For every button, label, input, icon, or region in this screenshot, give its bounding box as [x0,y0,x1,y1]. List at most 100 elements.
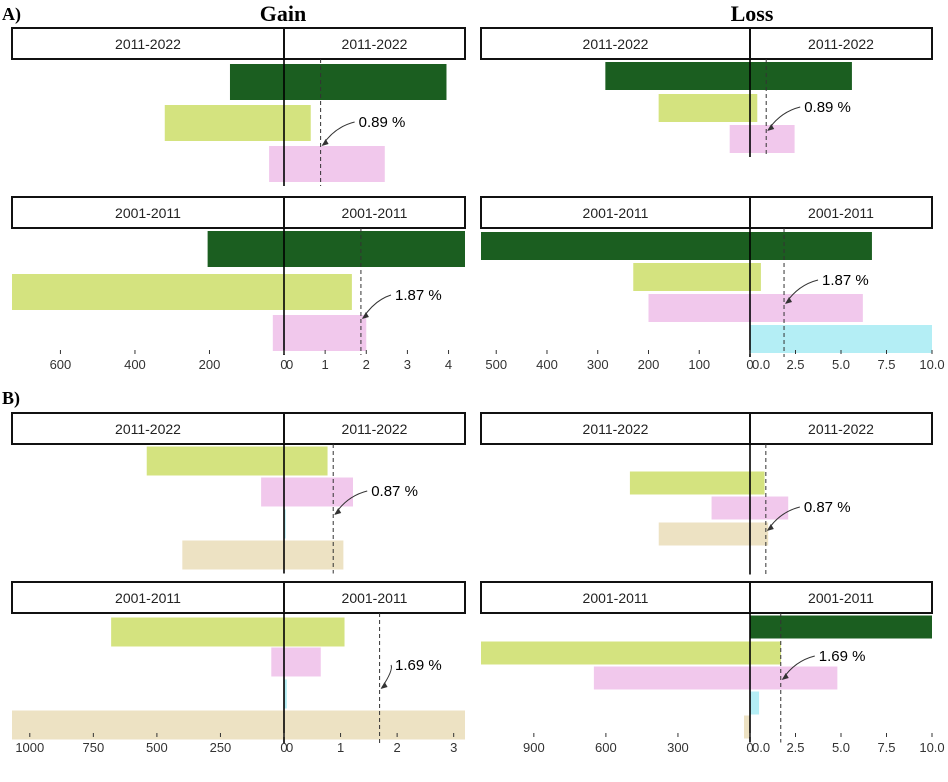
bar-light_green [481,641,781,665]
bar-beige [182,540,344,570]
panel-a-loss-2011-2022: 2011-2022 2011-2022 0.89 % [480,27,933,157]
tick-label-right: 2.5 [786,740,804,755]
strip-header [11,581,466,614]
strip-label-left: 2011-2022 [115,36,181,52]
annotation-label: 0.87 % [804,499,851,516]
tick-label-right: 2 [394,740,401,755]
annotation-label: 1.87 % [822,272,869,289]
tick-label-left: 0 [280,740,287,755]
annotation-label: 1.69 % [395,657,442,674]
bar-pink [729,125,795,153]
strip-label-right: 2001-2011 [808,205,874,221]
annotation-arrowhead [334,508,342,515]
annotation-arrowhead [767,124,775,131]
section-label-b: B) [2,388,20,409]
annotation-label: 0.89 % [359,114,406,131]
annotation-arrow [322,121,355,146]
strip-label-left: 2001-2011 [583,590,649,606]
bar-dark_green [207,231,465,267]
tick-label-left: 400 [124,357,146,372]
strip-header [11,196,466,229]
bar-pink [272,315,367,351]
strip-header [11,27,466,60]
strip-header [480,196,933,229]
bar-light_green [146,446,328,476]
annotation-label: 1.69 % [819,648,866,665]
annotation-arrowhead [766,524,774,531]
bar-light_green [12,274,352,310]
tick-label-left: 900 [523,740,545,755]
bar-light_green [164,105,311,141]
strip-label-right: 2011-2022 [342,36,408,52]
tick-label-right: 2.5 [786,357,804,372]
bar-cyan [750,691,760,715]
bar-light_green [633,263,761,291]
tick-label-left: 100 [688,357,710,372]
bar-dark_green [481,232,872,260]
section-label-a: A) [2,4,21,25]
tick-label-left: 0 [280,357,287,372]
tick-label-left: 500 [485,357,507,372]
bar-pink [261,477,354,507]
annotation-arrow [381,664,392,689]
strip-label-left: 2001-2011 [583,205,649,221]
strip-header [11,412,466,445]
tick-label-right: 5.0 [832,357,850,372]
bar-cyan [284,509,286,539]
panel-a-gain-2001-2011: 2001-2011 2001-2011 1.87 % [11,196,466,355]
tick-label-left: 1000 [15,740,44,755]
strip-label-right: 2011-2022 [808,36,874,52]
annotation-arrowhead [785,297,793,304]
tick-label-left: 600 [50,357,72,372]
tick-label-left: 300 [587,357,609,372]
panel-a-loss-2001-2011: 2001-2011 2001-2011 1.87 % [480,196,933,357]
strip-label-left: 2001-2011 [115,205,181,221]
tick-label-right: 4 [445,357,452,372]
strip-label-left: 2011-2022 [115,421,181,437]
tick-label-left: 400 [536,357,558,372]
bar-dark_green [750,615,932,639]
strip-label-right: 2011-2022 [808,421,874,437]
panel-a-gain-2011-2022: 2011-2022 2011-2022 0.89 % [11,27,466,186]
bar-cyan [284,679,287,709]
strip-label-right: 2001-2011 [342,590,408,606]
annotation-arrowhead [781,673,789,680]
column-title-gain: Gain [260,1,306,26]
annotation-arrowhead [361,312,369,319]
tick-label-right: 1 [322,357,329,372]
bar-pink [648,294,863,322]
tick-label-left: 200 [199,357,221,372]
bar-dark_green [229,64,447,100]
bar-dark_green [605,62,852,90]
strip-header [480,412,933,445]
column-title-loss: Loss [731,1,774,26]
tick-label-left: 250 [210,740,232,755]
bar-light_green [658,94,758,122]
panel-b-loss-2001-2011: 2001-2011 2001-2011 1.69 % [480,581,933,743]
tick-label-left: 300 [667,740,689,755]
strip-label-left: 2001-2011 [115,590,181,606]
tick-label-right: 0 [286,740,293,755]
bar-pink [271,647,321,677]
bar-pink [269,146,385,182]
bar-light_green [111,617,345,647]
tick-label-left: 200 [638,357,660,372]
bar-cyan [750,325,932,353]
tick-label-right: 3 [450,740,457,755]
tick-label-left: 0 [746,357,753,372]
tick-label-right: 5.0 [832,740,850,755]
annotation-label: 1.87 % [395,287,442,304]
tick-label-right: 0 [286,357,293,372]
strip-label-left: 2011-2022 [583,36,649,52]
tick-label-left: 500 [146,740,168,755]
tick-label-left: 750 [82,740,104,755]
tick-label-right: 2 [363,357,370,372]
tick-label-left: 0 [746,740,753,755]
panel-b-gain-2001-2011: 2001-2011 2001-2011 1.69 % [11,581,466,744]
panel-b-loss-2011-2022: 2011-2022 2011-2022 0.87 % [480,412,933,575]
annotation-label: 0.87 % [371,483,418,500]
